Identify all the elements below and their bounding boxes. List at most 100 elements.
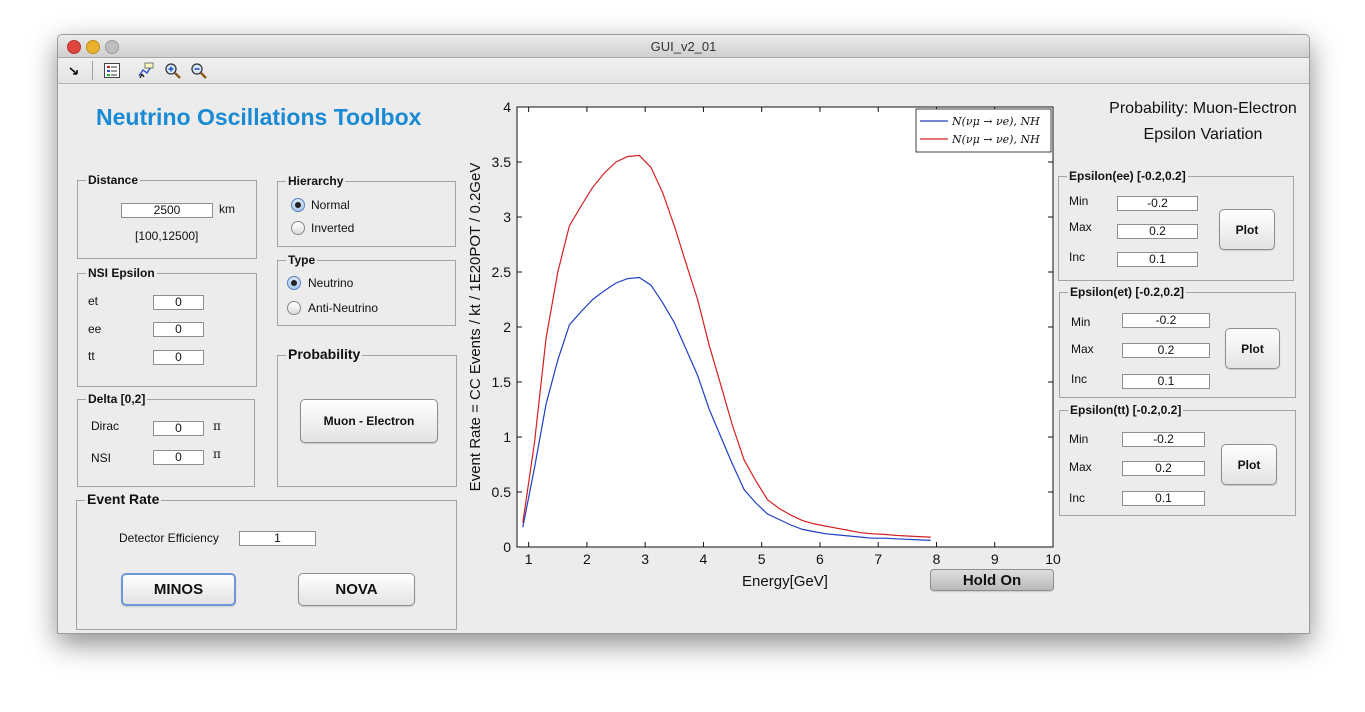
- hold-on-button[interactable]: Hold On: [930, 569, 1054, 591]
- x-tick-label: 8: [933, 551, 941, 567]
- type-antineutrino-label[interactable]: Anti-Neutrino: [308, 301, 379, 315]
- type-panel: Type Neutrino Anti-Neutrino: [277, 253, 456, 326]
- x-tick-label: 1: [525, 551, 533, 567]
- epsilon-ee-title: Epsilon(ee) [-0.2,0.2]: [1067, 169, 1188, 183]
- y-tick-label: 1.5: [492, 374, 512, 390]
- epsilon-tt-inc-label: Inc: [1069, 491, 1086, 505]
- close-window-icon[interactable]: [67, 40, 81, 54]
- epsilon-ee-inc-label: Inc: [1069, 250, 1086, 264]
- epsilon-et-min-label: Min: [1071, 315, 1091, 329]
- hierarchy-title: Hierarchy: [286, 174, 346, 188]
- probability-title: Probability: [286, 346, 363, 362]
- series-line-1: [522, 276, 931, 541]
- zoom-in-icon[interactable]: [164, 62, 182, 79]
- window-title: GUI_v2_01: [650, 39, 717, 54]
- type-title: Type: [286, 253, 318, 267]
- nova-button[interactable]: NOVA: [298, 573, 415, 606]
- probability-panel: Probability Muon - Electron: [277, 346, 457, 487]
- series-line-2: [522, 154, 931, 538]
- epsilon-ee-min-input[interactable]: -0.2: [1117, 196, 1198, 211]
- epsilon-tt-inc-input[interactable]: 0.1: [1122, 491, 1205, 506]
- nsi-et-label: et: [88, 294, 99, 308]
- distance-unit: km: [219, 202, 235, 216]
- minos-button[interactable]: MINOS: [121, 573, 236, 606]
- x-tick-label: 2: [583, 551, 591, 567]
- nsi-ee-input[interactable]: 0: [153, 322, 204, 337]
- toolbar-divider: [92, 61, 93, 80]
- delta-dirac-label: Dirac: [91, 419, 120, 433]
- epsilon-tt-max-label: Max: [1069, 460, 1092, 474]
- epsilon-tt-min-input[interactable]: -0.2: [1122, 432, 1205, 447]
- x-tick-label: 6: [816, 551, 824, 567]
- minimize-window-icon[interactable]: [86, 40, 100, 54]
- hierarchy-panel: Hierarchy Normal Inverted: [277, 174, 456, 247]
- x-tick-label: 9: [991, 551, 999, 567]
- event-rate-panel: Event Rate Detector Efficiency 1 MINOS N…: [76, 491, 457, 630]
- plot-area: [516, 106, 1054, 548]
- y-tick-label: 3.5: [492, 154, 512, 170]
- pointer-icon[interactable]: [66, 62, 84, 79]
- x-axis-label: Energy[GeV]: [742, 573, 828, 590]
- epsilon-et-inc-label: Inc: [1071, 372, 1088, 386]
- epsilon-et-panel: Epsilon(et) [-0.2,0.2] Min -0.2 Max 0.2 …: [1059, 285, 1296, 398]
- data-cursor-icon[interactable]: [137, 62, 155, 79]
- distance-title: Distance: [86, 173, 141, 187]
- epsilon-et-title: Epsilon(et) [-0.2,0.2]: [1068, 285, 1187, 299]
- type-antineutrino-radio[interactable]: [287, 301, 301, 315]
- y-tick-label: 3: [503, 209, 511, 225]
- hierarchy-inverted-radio[interactable]: [291, 221, 305, 235]
- epsilon-ee-min-label: Min: [1069, 194, 1089, 208]
- epsilon-tt-plot-button[interactable]: Plot: [1221, 444, 1277, 485]
- maximize-window-icon[interactable]: [105, 40, 119, 54]
- hierarchy-normal-radio[interactable]: [291, 198, 305, 212]
- epsilon-tt-title: Epsilon(tt) [-0.2,0.2]: [1068, 403, 1184, 417]
- legend-icon[interactable]: [103, 62, 121, 79]
- epsilon-tt-min-label: Min: [1069, 432, 1089, 446]
- delta-dirac-input[interactable]: 0: [153, 421, 204, 436]
- distance-input[interactable]: 2500: [121, 203, 213, 218]
- distance-panel: Distance 2500 km [100,12500]: [77, 173, 257, 259]
- epsilon-et-inc-input[interactable]: 0.1: [1122, 374, 1210, 389]
- x-tick-label: 5: [758, 551, 766, 567]
- epsilon-ee-max-input[interactable]: 0.2: [1117, 224, 1198, 239]
- muon-electron-button[interactable]: Muon - Electron: [300, 399, 438, 443]
- type-neutrino-radio[interactable]: [287, 276, 301, 290]
- right-heading-2: Epsilon Variation: [1143, 126, 1263, 143]
- app-window: GUI_v2_01 Neutrino Oscillati: [57, 34, 1310, 634]
- y-tick-label: 0: [503, 539, 511, 555]
- delta-nsi-pi: π: [213, 447, 221, 461]
- epsilon-et-max-input[interactable]: 0.2: [1122, 343, 1210, 358]
- epsilon-et-plot-button[interactable]: Plot: [1225, 328, 1280, 369]
- epsilon-tt-max-input[interactable]: 0.2: [1122, 461, 1205, 476]
- y-tick-label: 1: [503, 429, 511, 445]
- legend: N(νμ → νe), NH N(νμ → νe), NH: [915, 108, 1052, 153]
- hierarchy-normal-label[interactable]: Normal: [311, 198, 350, 212]
- nsi-tt-input[interactable]: 0: [153, 350, 204, 365]
- type-neutrino-label[interactable]: Neutrino: [308, 276, 354, 290]
- y-tick-label: 2.5: [492, 264, 512, 280]
- zoom-out-icon[interactable]: [190, 62, 208, 79]
- epsilon-et-max-label: Max: [1071, 342, 1094, 356]
- detector-efficiency-input[interactable]: 1: [239, 531, 316, 546]
- delta-title: Delta [0,2]: [86, 392, 148, 406]
- distance-range: [100,12500]: [135, 229, 199, 243]
- event-rate-chart: 1 2 3 4 5 6 7 8 9 10 0 0.5 1 1.5 2 2.5 3 3.5 4 Event Rate …: [467, 99, 1061, 590]
- y-tick-label: 0.5: [492, 484, 512, 500]
- delta-dirac-pi: π: [213, 419, 221, 433]
- epsilon-et-min-input[interactable]: -0.2: [1122, 313, 1210, 328]
- right-heading-1: Probability: Muon-Electron: [1109, 100, 1297, 117]
- hierarchy-inverted-label[interactable]: Inverted: [311, 221, 355, 235]
- epsilon-ee-plot-button[interactable]: Plot: [1219, 209, 1275, 250]
- nsi-et-input[interactable]: 0: [153, 295, 204, 310]
- epsilon-tt-panel: Epsilon(tt) [-0.2,0.2] Min -0.2 Max 0.2 …: [1059, 403, 1296, 516]
- x-tick-label: 4: [700, 551, 708, 567]
- delta-nsi-label: NSI: [91, 451, 112, 465]
- epsilon-ee-panel: Epsilon(ee) [-0.2,0.2] Min -0.2 Max 0.2 …: [1058, 169, 1294, 281]
- x-tick-label: 10: [1045, 551, 1061, 567]
- delta-panel: Delta [0,2] Dirac 0 π NSI 0 π: [77, 392, 255, 487]
- y-tick-label: 2: [503, 319, 511, 335]
- epsilon-ee-inc-input[interactable]: 0.1: [1117, 252, 1198, 267]
- x-tick-label: 7: [874, 551, 882, 567]
- delta-nsi-input[interactable]: 0: [153, 450, 204, 465]
- legend-entry-1: N(νμ → νe), NH: [951, 115, 1040, 128]
